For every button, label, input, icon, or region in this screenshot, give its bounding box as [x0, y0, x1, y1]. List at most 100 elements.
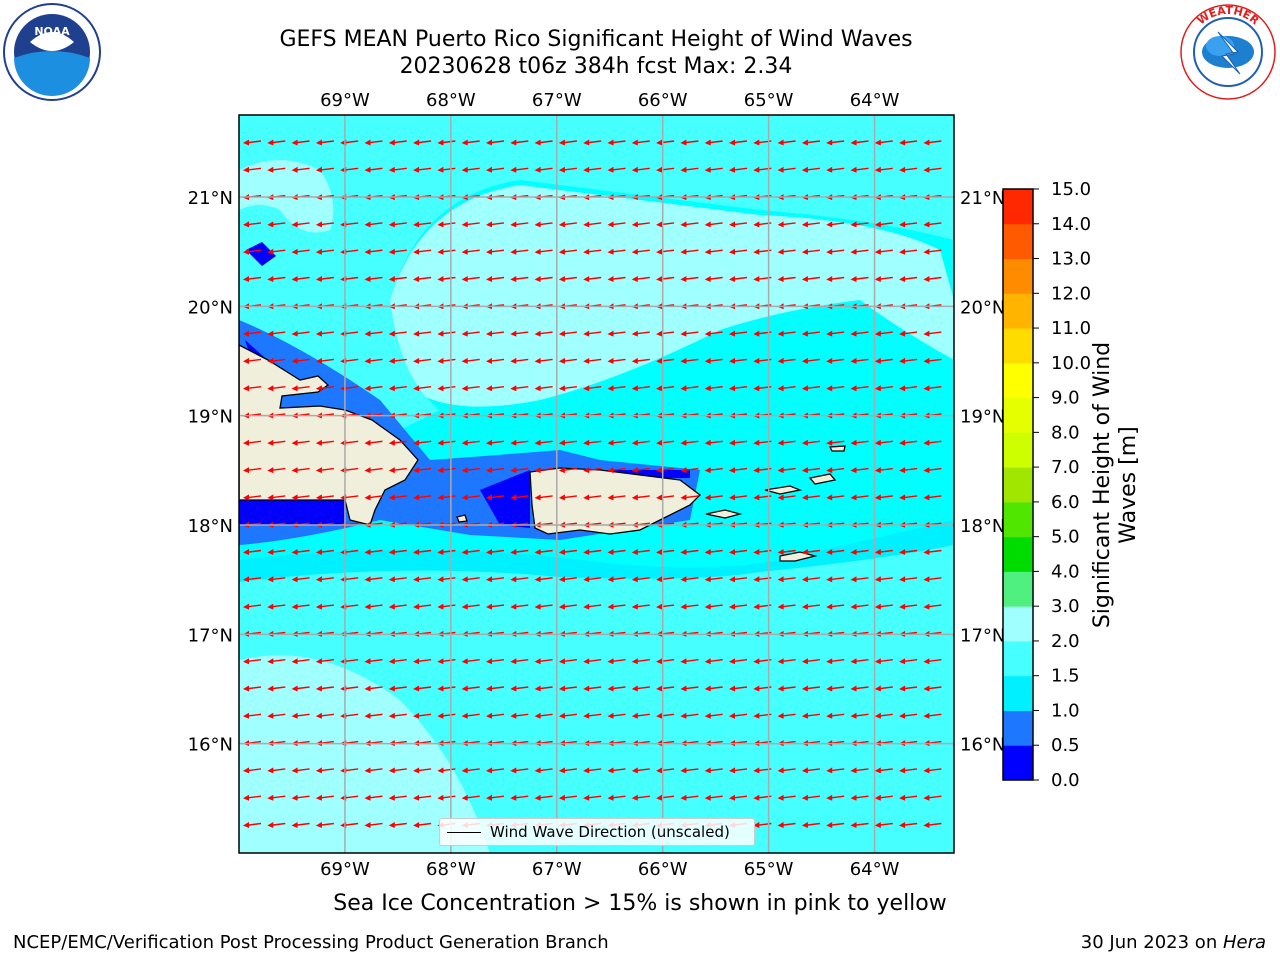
wind-arrow	[607, 685, 626, 692]
gridlines	[239, 115, 954, 853]
wind-arrow	[729, 467, 748, 474]
svg-text:NOAA: NOAA	[34, 25, 70, 38]
wind-arrow	[510, 712, 529, 719]
colorbar-segment	[1003, 223, 1033, 260]
colorbar-tick-label: 12.0	[1051, 283, 1091, 304]
wind-arrow	[413, 248, 432, 255]
wind-arrow	[850, 357, 869, 364]
wind-arrow	[388, 494, 407, 501]
wind-arrow	[874, 139, 893, 146]
lon-tick-top: 65°W	[744, 90, 794, 111]
wind-arrow	[558, 712, 577, 719]
wind-arrow	[243, 439, 262, 446]
wind-arrow	[874, 248, 893, 255]
wind-arrow	[388, 767, 407, 774]
wind-arrow	[850, 276, 869, 282]
wind-arrow	[315, 685, 334, 692]
wind-arrow	[315, 549, 334, 555]
wind-arrow	[267, 712, 286, 719]
wind-arrow	[558, 221, 577, 228]
wind-arrow	[704, 248, 723, 255]
footer-credit: NCEP/EMC/Verification Post Processing Pr…	[13, 932, 609, 953]
wind-arrow	[267, 330, 286, 337]
wind-arrow	[413, 658, 432, 665]
wind-arrow	[243, 357, 262, 364]
wind-arrow	[388, 603, 407, 610]
wind-arrow	[923, 767, 942, 774]
wind-arrow	[461, 603, 480, 610]
wind-arrow	[607, 603, 626, 610]
wind-arrow	[388, 822, 407, 828]
wind-arrow	[923, 330, 942, 337]
wind-arrow	[315, 139, 334, 146]
lat-tick-left: 20°N	[188, 297, 233, 318]
legend-label: Wind Wave Direction (unscaled)	[490, 823, 730, 841]
wind-arrow	[486, 603, 505, 610]
wind-arrow	[631, 658, 650, 665]
wind-arrow	[558, 685, 577, 692]
wind-arrow	[388, 712, 407, 719]
wind-arrow	[486, 139, 505, 146]
wind-arrow	[607, 248, 626, 255]
wind-arrow	[656, 248, 675, 255]
wind-arrow	[510, 794, 529, 801]
wind-arrow	[364, 467, 383, 474]
lat-tick-right: 20°N	[960, 297, 1005, 318]
wind-arrow	[291, 685, 310, 692]
wind-arrow	[680, 494, 699, 501]
wind-arrow	[704, 658, 723, 665]
wind-arrow	[656, 357, 675, 364]
wind-arrow	[413, 385, 432, 392]
wind-arrow	[534, 712, 553, 719]
wind-arrow	[923, 221, 942, 228]
wind-arrow	[850, 467, 869, 474]
legend-line-swatch	[447, 832, 481, 833]
wind-arrow	[729, 767, 748, 774]
wind-arrow	[631, 385, 650, 392]
wind-arrow	[874, 467, 893, 474]
colorbar-segment	[1003, 397, 1033, 433]
wind-arrow	[267, 822, 286, 828]
wind-arrow	[801, 767, 820, 774]
wind-arrow	[364, 166, 383, 173]
wind-arrow	[364, 822, 383, 828]
wind-arrow	[656, 166, 675, 173]
wind-arrow	[243, 712, 262, 719]
wind-arrow	[437, 494, 456, 501]
wind-arrow	[291, 494, 310, 501]
wind-arrow	[899, 385, 918, 392]
wind-arrow	[607, 139, 626, 146]
wind-arrow	[388, 330, 407, 337]
wind-arrow	[364, 221, 383, 228]
wind-arrow	[656, 576, 675, 583]
wind-arrow	[267, 276, 286, 282]
wind-arrow	[486, 385, 505, 392]
wind-arrow	[801, 221, 820, 228]
wind-arrow	[923, 357, 942, 364]
band-2-3m-southwest	[239, 655, 490, 853]
wind-arrow	[461, 494, 480, 501]
wind-arrow	[704, 767, 723, 774]
wind-arrow	[510, 248, 529, 255]
wind-arrow	[899, 685, 918, 692]
wind-arrow	[777, 248, 796, 255]
wind-arrow	[510, 467, 529, 474]
lon-tick-bottom: 66°W	[638, 859, 688, 880]
wind-arrow	[777, 385, 796, 392]
wind-arrow	[729, 549, 748, 555]
wind-arrow	[729, 603, 748, 610]
wind-arrow	[243, 330, 262, 337]
wind-arrow	[437, 221, 456, 228]
wind-arrow	[413, 685, 432, 692]
wind-arrow	[510, 767, 529, 774]
wind-arrow	[850, 139, 869, 146]
wind-arrow	[777, 822, 796, 828]
wind-arrow	[510, 166, 529, 173]
wind-arrow	[583, 712, 602, 719]
wind-arrow	[388, 166, 407, 173]
wind-arrow	[704, 494, 723, 501]
wind-arrow	[777, 439, 796, 446]
wind-arrow	[631, 221, 650, 228]
wind-arrow	[680, 139, 699, 146]
